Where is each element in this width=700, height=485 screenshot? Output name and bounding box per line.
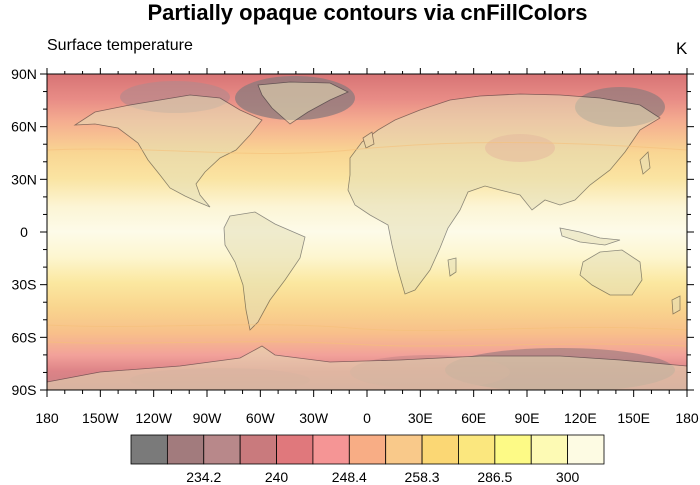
subtitle-label: Surface temperature: [47, 37, 193, 54]
lon-tick-label: 120W: [135, 410, 172, 426]
colorbar-swatch: [203, 434, 241, 465]
colorbar: 234.2 240 248.4 258.3 286.5 300: [130, 434, 605, 485]
new-zealand: [671, 295, 681, 315]
colorbar-swatch: [130, 434, 168, 465]
longitude-axis: 180 150W 120W 90W 60W 30W 0 30E 60E 90E 120E 150E 18…: [35, 68, 699, 426]
lon-tick-label: 90W: [193, 410, 223, 426]
japan: [639, 151, 651, 175]
lat-tick-label: 90S: [12, 382, 37, 398]
colorbar-swatch: [385, 434, 423, 465]
lon-tick-label: 60E: [461, 410, 486, 426]
colorbar-swatch: [239, 434, 277, 465]
plot-title: Partially opaque contours via cnFillColo…: [147, 0, 588, 25]
greenland: [257, 81, 349, 125]
colorbar-swatch: [276, 434, 314, 465]
indonesia: [559, 227, 621, 246]
lat-tick-label: 60N: [11, 119, 37, 135]
lat-tick-label: 30N: [11, 171, 37, 187]
lon-tick-label: 150W: [82, 410, 119, 426]
colorbar-swatch: [494, 434, 532, 465]
uk: [362, 131, 375, 149]
lon-tick-label: 120E: [564, 410, 597, 426]
colorbar-label: 240: [265, 469, 289, 485]
lon-tick-label: 150E: [617, 410, 650, 426]
map-area: [47, 74, 687, 390]
colorbar-swatch: [421, 434, 459, 465]
lat-tick-label: 0: [20, 224, 28, 240]
lon-tick-label: 30E: [408, 410, 433, 426]
antarctica: [47, 345, 687, 390]
latitude-axis: 90N 60N 30N 0 30S 60S 90S: [11, 66, 694, 398]
colorbar-label: 234.2: [186, 469, 221, 485]
madagascar: [447, 257, 457, 277]
lat-tick-label: 60S: [12, 329, 37, 345]
colorbar-label: 300: [556, 469, 580, 485]
colorbar-swatch: [348, 434, 387, 465]
colorbar-label: 286.5: [477, 469, 512, 485]
south-america: [223, 211, 306, 331]
australia: [579, 249, 643, 296]
colorbar-label: 248.4: [332, 469, 367, 485]
lon-tick-label: 60W: [246, 410, 276, 426]
lon-tick-label: 90E: [515, 410, 540, 426]
colorbar-label: 258.3: [405, 469, 440, 485]
colorbar-swatch: [312, 434, 350, 465]
lat-tick-label: 90N: [11, 66, 37, 82]
colorbar-swatch: [530, 434, 569, 465]
lon-tick-label: 0: [363, 410, 371, 426]
units-label: K: [676, 39, 688, 58]
lon-tick-label: 30W: [299, 410, 329, 426]
contour-lines: [47, 142, 687, 347]
colorbar-swatch: [458, 434, 496, 465]
lon-tick-label: 180: [675, 410, 699, 426]
colorbar-swatch: [166, 434, 205, 465]
lon-tick-label: 180: [35, 410, 59, 426]
lat-tick-label: 30S: [12, 277, 37, 293]
colorbar-swatch: [567, 434, 605, 465]
